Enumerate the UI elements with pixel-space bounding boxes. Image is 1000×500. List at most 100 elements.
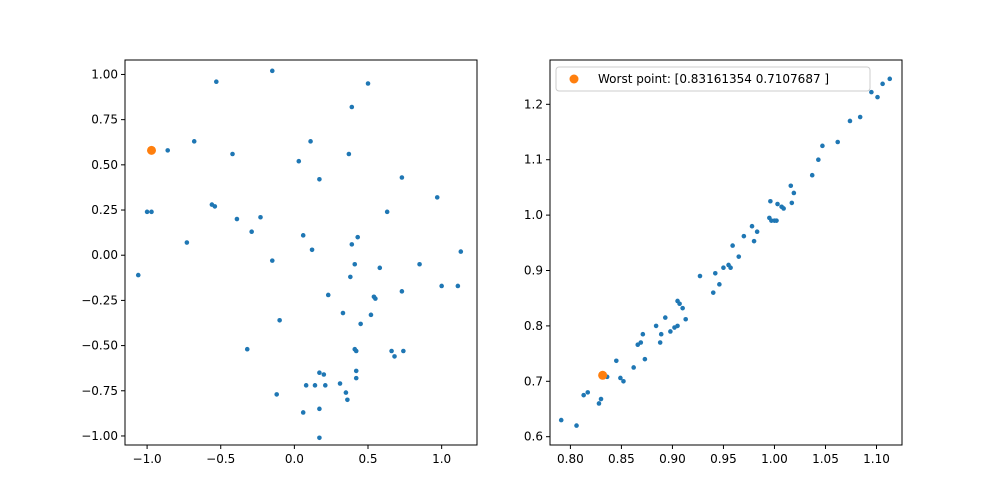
data-point (820, 143, 825, 149)
data-point (258, 214, 263, 220)
data-point (212, 204, 218, 209)
data-point (887, 76, 893, 82)
x-tick-label: 1.05 (812, 452, 839, 466)
data-point (144, 209, 150, 215)
data-point (249, 229, 254, 235)
data-point (349, 242, 355, 247)
data-point (721, 265, 726, 271)
data-point (618, 375, 623, 381)
data-point (352, 261, 358, 267)
data-point (585, 390, 591, 395)
data-point (791, 190, 797, 196)
data-point (296, 158, 302, 164)
y-tick-label: 1.2 (524, 97, 543, 111)
y-tick-label: 1.0 (524, 208, 543, 222)
data-point (399, 289, 405, 294)
data-point (717, 282, 722, 287)
x-tick-label: 0.85 (608, 452, 635, 466)
data-point (697, 273, 703, 279)
data-point (214, 79, 219, 84)
data-point (640, 331, 646, 337)
x-tick-label: 0.95 (710, 452, 737, 466)
data-point (308, 139, 313, 144)
data-point (869, 89, 874, 95)
legend: Worst point: [0.83161354 0.7107687 ] (555, 66, 871, 92)
legend-box (555, 66, 871, 92)
data-point (389, 348, 394, 354)
data-point (317, 435, 322, 441)
data-point (277, 317, 282, 323)
data-point (596, 401, 602, 406)
data-point (377, 265, 383, 271)
data-point (303, 383, 309, 388)
data-point (614, 358, 619, 364)
data-point (675, 323, 680, 329)
data-point (662, 315, 668, 320)
data-point (642, 356, 648, 362)
data-point (751, 238, 757, 244)
data-point (368, 312, 374, 318)
data-point (680, 305, 685, 311)
data-point (749, 223, 755, 229)
data-point (355, 234, 361, 240)
data-point (835, 139, 841, 145)
data-point (788, 183, 794, 189)
data-point (775, 201, 780, 207)
data-point (135, 272, 141, 278)
x-tick-label: 0.90 (659, 452, 686, 466)
data-point (857, 114, 863, 120)
data-point (353, 375, 359, 381)
data-point (358, 321, 363, 327)
data-point (165, 148, 171, 153)
y-tick-label: −0.50 (81, 339, 118, 353)
y-tick-label: 1.1 (524, 153, 543, 167)
data-point (321, 372, 327, 377)
data-point (458, 249, 464, 254)
data-point (300, 410, 306, 415)
y-tick-label: 0.25 (91, 203, 118, 217)
data-point (274, 392, 280, 397)
data-point (349, 104, 355, 110)
x-tick-label: 0.0 (285, 452, 304, 466)
data-point (317, 370, 322, 376)
data-point (730, 243, 735, 248)
data-point (401, 348, 406, 354)
data-point (710, 290, 716, 295)
data-point (621, 378, 626, 384)
data-point (789, 200, 795, 206)
data-point (875, 94, 880, 100)
data-point (728, 265, 733, 271)
x-tick-label: −0.5 (206, 452, 235, 466)
data-point (337, 381, 343, 386)
data-point (309, 247, 315, 253)
data-point (768, 198, 773, 204)
data-point (657, 340, 663, 345)
data-point (269, 258, 275, 263)
data-point (317, 406, 322, 412)
data-point (384, 209, 390, 215)
data-point (598, 396, 604, 402)
data-point (230, 151, 235, 157)
data-point (244, 346, 250, 352)
x-tick-label: −1.0 (133, 452, 162, 466)
data-point (392, 354, 397, 359)
data-point (774, 218, 779, 223)
x-tick-label: 1.10 (863, 452, 890, 466)
data-point (325, 292, 331, 298)
data-point (343, 390, 349, 395)
y-tick-label: −0.75 (81, 384, 118, 398)
data-point (353, 348, 359, 354)
axes-frame (549, 59, 903, 446)
axes-frame (124, 59, 478, 446)
data-point (317, 177, 322, 182)
data-point (417, 261, 422, 267)
data-point (880, 81, 885, 87)
data-point (677, 301, 682, 307)
data-point (439, 283, 444, 289)
data-point (323, 383, 328, 388)
data-point (455, 283, 461, 289)
data-point (736, 254, 742, 259)
x-tick-label: 0.5 (358, 452, 377, 466)
data-point (668, 329, 673, 334)
